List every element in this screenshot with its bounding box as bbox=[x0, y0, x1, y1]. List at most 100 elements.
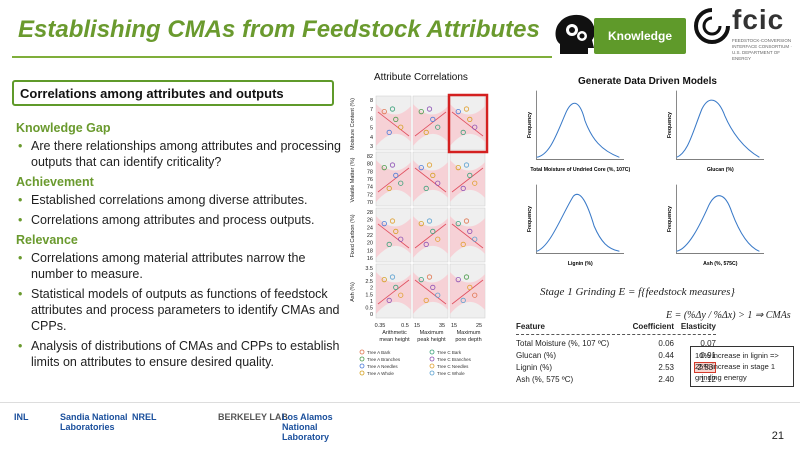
row-label: Volatile Matter (%) bbox=[350, 157, 356, 202]
legend-marker bbox=[359, 356, 365, 362]
legend-label: Tree A Bark bbox=[367, 350, 391, 355]
kde-xlabel: Ash (%, 575C) bbox=[703, 261, 738, 267]
scatter-point bbox=[418, 165, 424, 171]
row-tick: 2 bbox=[370, 286, 373, 292]
partner-logo: Sandia National Laboratories bbox=[60, 412, 128, 432]
row-tick: 82 bbox=[367, 154, 373, 160]
kde-xlabel: Lignin (%) bbox=[568, 261, 593, 267]
kde-ylabel: Frequency bbox=[527, 206, 533, 232]
partner-logo: INL bbox=[14, 412, 29, 422]
row-tick: 2.5 bbox=[365, 279, 373, 285]
confidence-band bbox=[450, 160, 485, 202]
scatter-point bbox=[426, 274, 433, 280]
confidence-band bbox=[413, 160, 448, 202]
row-tick: 16 bbox=[367, 256, 373, 262]
confidence-band bbox=[376, 160, 411, 202]
row-label: Fixed Carbon (%) bbox=[350, 214, 356, 257]
regression-line bbox=[377, 111, 410, 137]
row-tick: 78 bbox=[367, 169, 373, 175]
lignin-note: 10% increase in lignin => 25% increase i… bbox=[690, 346, 794, 387]
legend-label: Tree C Bark bbox=[437, 350, 462, 355]
scatter-point bbox=[389, 106, 396, 112]
table-row: Glucan (%) 0.44 0.91 bbox=[516, 349, 716, 361]
col-label: pore depth bbox=[455, 337, 481, 343]
scatter-point bbox=[455, 221, 461, 227]
subheading: Relevance bbox=[16, 233, 78, 247]
table-cell: Coefficient bbox=[632, 321, 674, 331]
scatter-point bbox=[418, 108, 424, 115]
row-tick: 28 bbox=[367, 210, 373, 216]
bullet-item: Are there relationships among attributes… bbox=[16, 138, 346, 170]
row-tick: 18 bbox=[367, 248, 373, 254]
confidence-band bbox=[450, 216, 485, 258]
row-tick: 1.5 bbox=[365, 292, 373, 298]
fcic-subtitle: FEEDSTOCK-CONVERSION INTERFACE CONSORTIU… bbox=[732, 38, 792, 61]
scatter-point bbox=[455, 277, 461, 283]
legend-marker bbox=[359, 349, 365, 355]
scatter-point bbox=[423, 241, 429, 247]
scatter-point bbox=[467, 284, 473, 290]
table-cell: Total Moisture (%, 107 ºC) bbox=[516, 338, 610, 348]
row-label: Ash (%) bbox=[350, 282, 356, 302]
table-cell: 2.53 bbox=[674, 361, 716, 373]
knowledge-badge-group: Knowledge bbox=[550, 8, 688, 60]
table-divider bbox=[516, 334, 716, 335]
col-tick: 0.35 bbox=[375, 323, 386, 329]
row-tick: 76 bbox=[367, 177, 373, 183]
row-tick: 0 bbox=[370, 312, 373, 318]
legend-label: Tree A Whole bbox=[367, 371, 394, 376]
section-heading: Correlations among attributes and output… bbox=[12, 80, 334, 106]
bullet-item: Correlations among material attributes n… bbox=[16, 250, 346, 282]
confidence-band bbox=[413, 272, 448, 314]
scatter-point bbox=[472, 180, 478, 186]
highlight-box bbox=[447, 93, 489, 154]
row-tick: 74 bbox=[367, 185, 373, 191]
table-row: Lignin (%) 2.53 2.53 bbox=[516, 361, 716, 373]
kde-xlabel: Glucan (%) bbox=[707, 167, 734, 173]
legend-label: Tree C Branches bbox=[437, 357, 472, 362]
table-cell: 2.40 bbox=[658, 374, 674, 384]
bullet-item: Correlations among attributes and proces… bbox=[16, 212, 346, 228]
scatter-point bbox=[467, 116, 473, 123]
scatter-point bbox=[386, 185, 392, 192]
partner-logo: NREL bbox=[132, 412, 157, 422]
title-underline bbox=[12, 56, 552, 58]
scatter-point bbox=[389, 274, 396, 280]
legend-marker bbox=[429, 363, 435, 369]
scatter-point bbox=[393, 228, 399, 234]
regression-line bbox=[414, 279, 447, 305]
scatter-point bbox=[463, 106, 470, 112]
scatter-point bbox=[393, 284, 399, 290]
regression-line bbox=[414, 167, 447, 193]
confidence-band bbox=[413, 216, 448, 258]
regression-line bbox=[377, 279, 410, 305]
row-tick: 6 bbox=[370, 116, 373, 122]
scatter-point bbox=[386, 129, 392, 136]
legend-marker bbox=[429, 356, 435, 362]
legend-marker bbox=[429, 370, 435, 376]
table-cell: 0.44 bbox=[658, 350, 674, 360]
legend-marker bbox=[359, 370, 365, 376]
coefficient-table: Feature Coefficient Elasticity Total Moistu… bbox=[516, 320, 716, 385]
table-cell: Elasticity bbox=[680, 321, 716, 331]
elasticity-formula: E = (%Δy / %Δx) > 1 ⇒ CMAs bbox=[666, 310, 791, 321]
row-tick: 3.5 bbox=[365, 266, 373, 272]
confidence-band bbox=[376, 272, 411, 314]
scatter-point bbox=[455, 165, 461, 171]
kde-curve bbox=[676, 99, 760, 158]
scatter-point bbox=[418, 221, 424, 227]
table-row: Ash (%, 575 ºC) 2.40 1.12 bbox=[516, 373, 716, 385]
fcic-logo: fcic FEEDSTOCK-CONVERSION INTERFACE CONS… bbox=[692, 4, 796, 61]
scatter-point bbox=[435, 292, 441, 298]
confidence-band bbox=[450, 272, 485, 314]
table-cell: 0.06 bbox=[658, 338, 674, 348]
legend-marker bbox=[429, 349, 435, 355]
scatter-point bbox=[418, 277, 424, 283]
kde-axes bbox=[676, 90, 764, 160]
scatter-point bbox=[423, 185, 429, 192]
partner-logo: Los Alamos National Laboratory bbox=[282, 412, 333, 442]
confidence-band bbox=[450, 104, 485, 146]
grinding-equation: Stage 1 Grinding E = f{feedstock measure… bbox=[540, 286, 735, 298]
table-cell: 0.91 bbox=[700, 350, 716, 360]
